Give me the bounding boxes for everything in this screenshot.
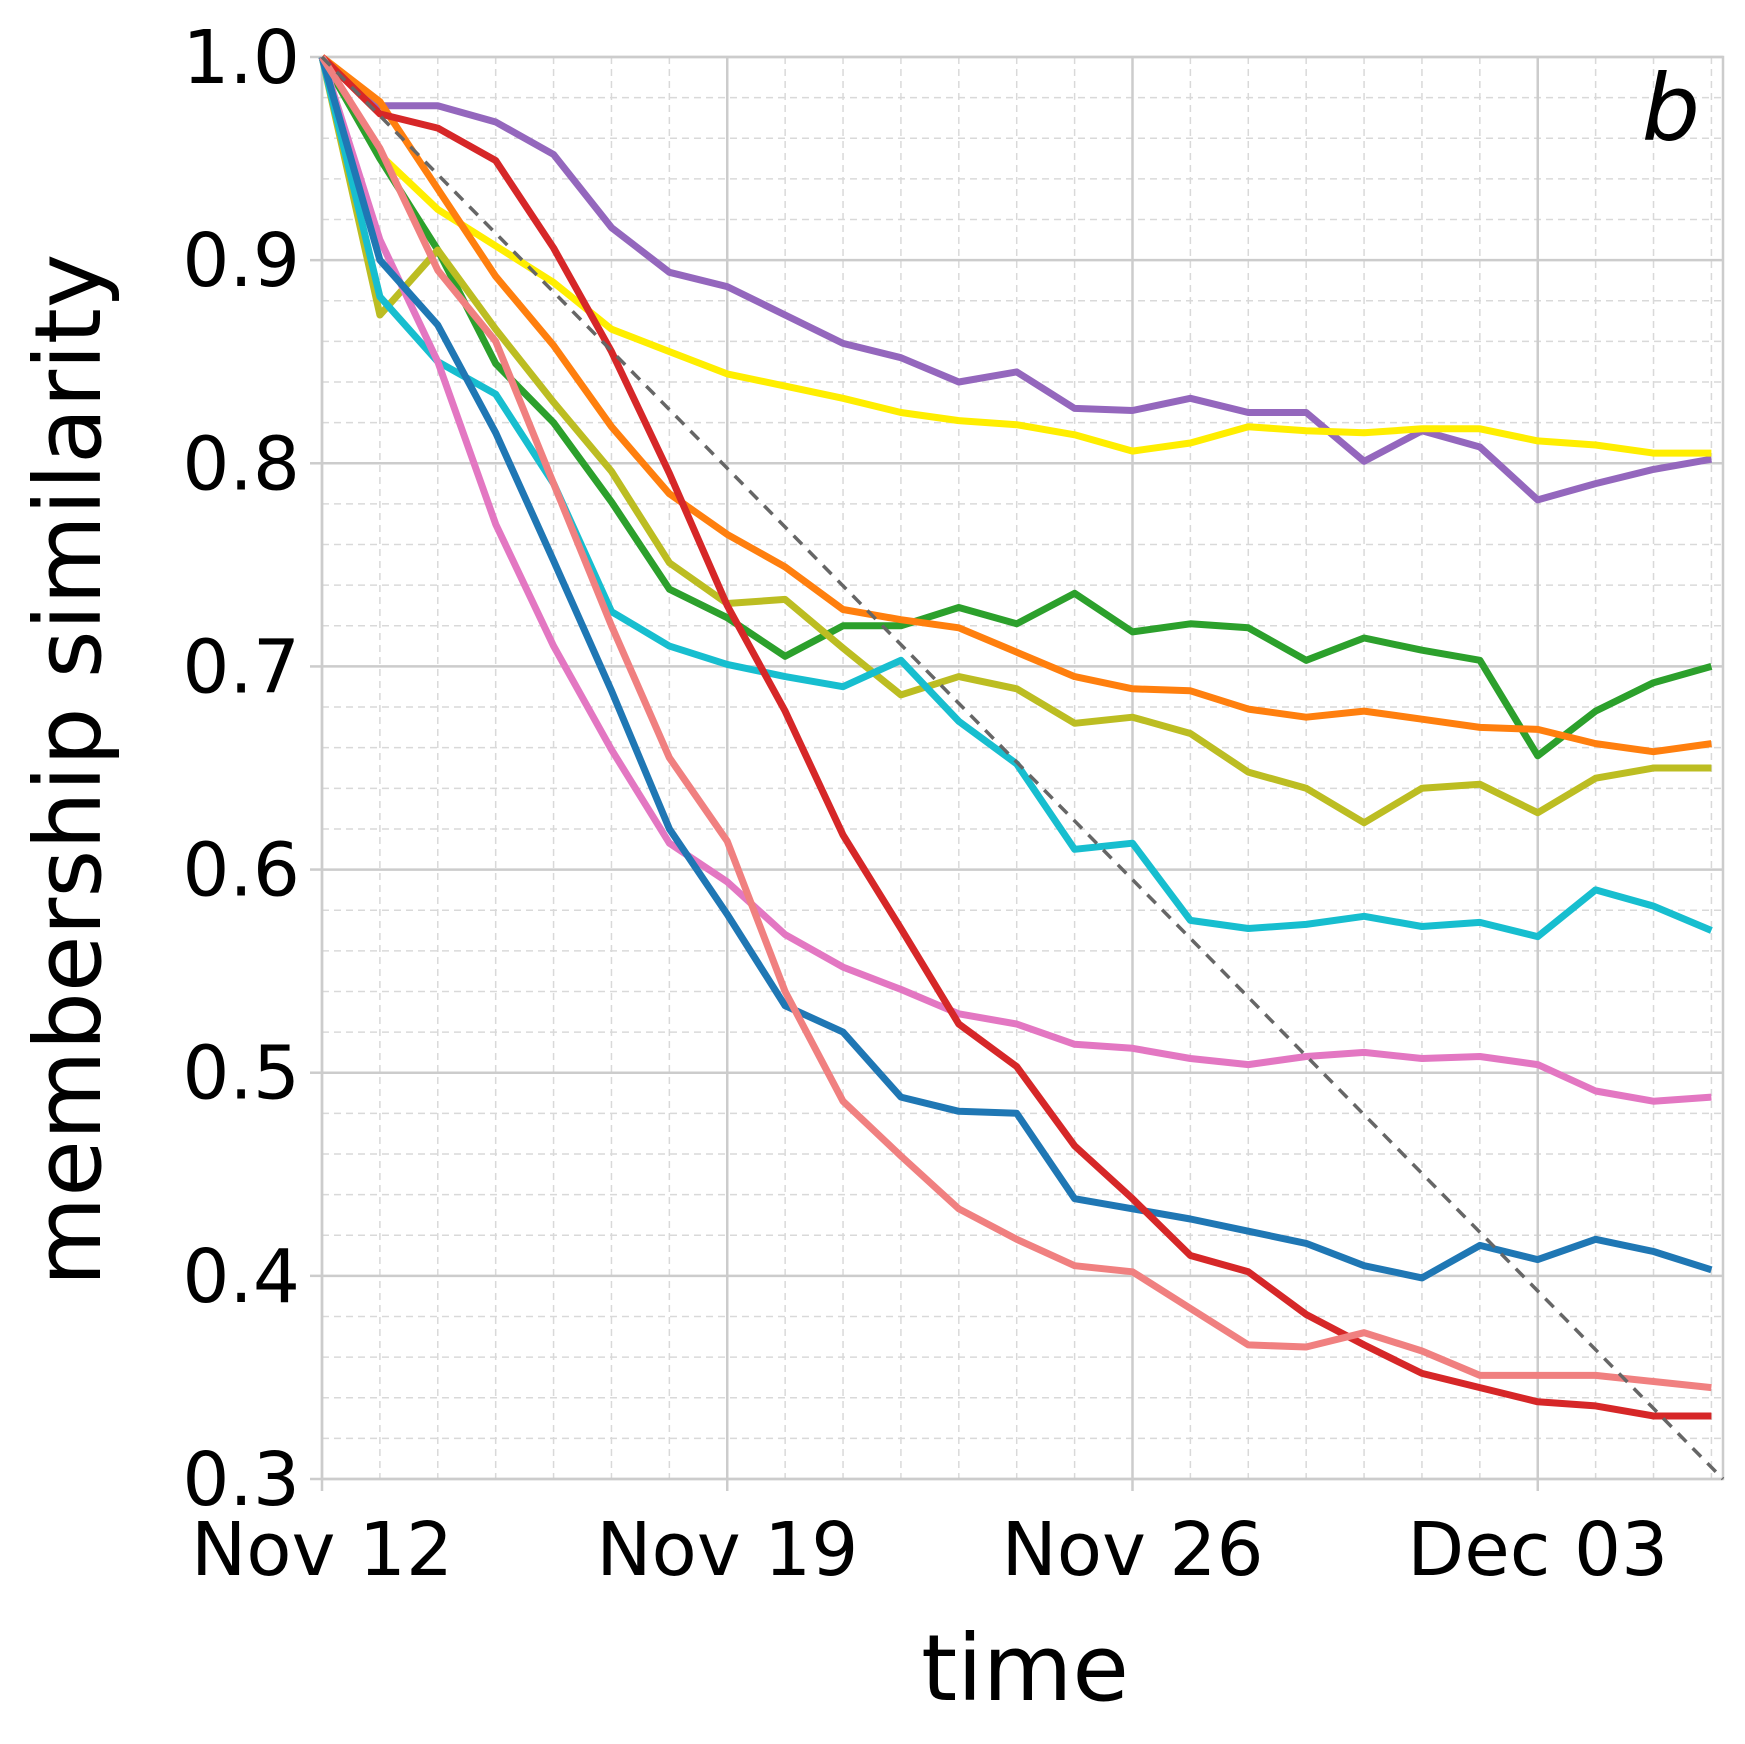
x-axis-title: time [921,1615,1129,1722]
reference-diagonal-line [320,55,1725,1481]
x-tick-label: Nov 26 [1001,1507,1263,1593]
minor-grid [322,57,1723,1479]
series-line-pink [318,55,1712,1105]
y-tick-label: 0.8 [182,421,300,507]
panel-label: b [1642,55,1700,162]
y-tick-label: 0.5 [182,1031,300,1117]
x-tick-label: Dec 03 [1407,1507,1668,1593]
x-tick-label: Nov 19 [596,1507,858,1593]
series-line-blue [318,56,1713,1282]
y-tick-label: 1.0 [182,15,300,101]
series-line-yellow [318,55,1712,457]
series-line-orange [319,54,1712,756]
y-tick-label: 0.3 [182,1437,300,1523]
series-line-salmon [319,55,1712,1392]
plot-frame [320,55,1725,1481]
series-line-purple [319,54,1713,504]
y-axis-title: membership similarity [15,254,122,1287]
y-tick-label: 0.9 [182,218,300,304]
y-tick-label: 0.4 [182,1234,300,1320]
y-tick-label: 0.7 [182,624,300,710]
series-line-red [319,54,1712,1420]
x-tick-label: Nov 12 [191,1507,453,1593]
series-line-green [318,55,1713,760]
tick-labels: 0.3 0.4 0.5 0.6 0.7 0.8 0.9 1.0 Nov 12 Nov 19 Nov … [182,15,1668,1593]
reference-layer [320,55,1725,1481]
y-tick-label: 0.6 [182,828,300,914]
series-line-olive [318,56,1712,827]
axes [310,55,1725,1491]
series-layer [318,54,1713,1420]
